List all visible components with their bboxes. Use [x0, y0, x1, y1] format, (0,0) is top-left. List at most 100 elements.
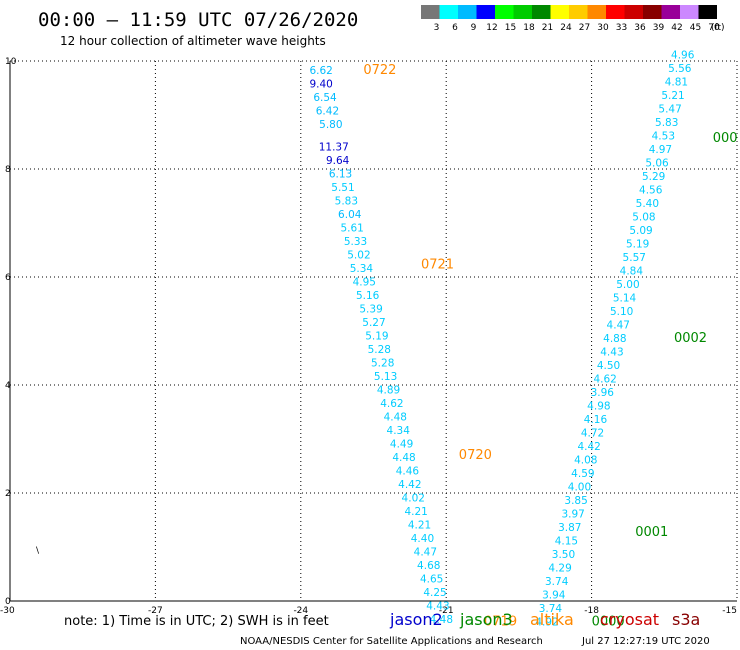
satellite-label: jason3	[459, 610, 513, 629]
legend-label: 36	[634, 23, 646, 33]
swh-point: 5.27	[362, 317, 385, 329]
swh-point: 3.74	[545, 576, 569, 588]
swh-point: 4.50	[597, 360, 620, 372]
satellite-label: s3a	[672, 610, 700, 629]
swh-point: 9.40	[309, 78, 332, 90]
swh-point: 4.29	[548, 562, 571, 574]
swh-point: 4.21	[408, 520, 431, 532]
chart-subtitle: 12 hour collection of altimeter wave hei…	[60, 34, 326, 48]
swh-point: 4.59	[571, 468, 594, 480]
swh-point: 4.53	[652, 130, 675, 142]
swh-point: 4.84	[620, 265, 644, 277]
swh-point: 6.13	[329, 169, 352, 181]
swh-point: 5.02	[347, 250, 370, 262]
swh-point: 5.06	[645, 157, 669, 169]
legend-swatch	[624, 5, 643, 19]
legend-label: 9	[471, 23, 477, 33]
y-tick-label: 2	[5, 489, 11, 499]
legend-label: 70	[708, 23, 720, 33]
swh-point: 3.50	[552, 549, 575, 561]
swh-point: 4.56	[639, 184, 663, 196]
swh-point: 5.10	[610, 306, 633, 318]
x-tick-label: -18	[584, 606, 599, 616]
swh-point: 4.15	[555, 535, 578, 547]
swh-point: 4.72	[581, 427, 604, 439]
plot-grid	[9, 60, 738, 602]
time-label: 0000	[592, 614, 625, 629]
swh-point: 4.47	[414, 547, 437, 559]
swh-point: 4.42	[398, 479, 421, 491]
swh-point: 5.57	[623, 252, 646, 264]
swh-point: 4.46	[396, 466, 420, 478]
legend-swatch	[550, 5, 569, 19]
swh-point: 6.54	[313, 92, 337, 104]
swh-point: 4.48	[392, 452, 415, 464]
legend-label: 21	[542, 23, 553, 33]
swh-point: 4.98	[587, 400, 610, 412]
swh-point: 4.65	[420, 574, 443, 586]
y-tick-label: 10	[5, 57, 17, 67]
swh-point: 6.04	[338, 209, 362, 221]
swh-point: 5.08	[632, 211, 655, 223]
x-tick-label: -24	[293, 606, 308, 616]
swh-point: 4.49	[390, 439, 413, 451]
time-labels: 0722 0721 0720 0719 0000 0001 0002 000	[363, 63, 737, 629]
time-label: 0001	[635, 525, 668, 540]
legend-label: 18	[523, 23, 535, 33]
swh-point: 5.21	[661, 90, 684, 102]
legend-swatch	[458, 5, 477, 19]
swh-point: 6.42	[316, 105, 339, 117]
satellite-label: altika	[530, 610, 574, 629]
x-tick-label: -15	[722, 606, 737, 616]
swh-point: 5.40	[636, 198, 659, 210]
legend-label: 42	[671, 23, 682, 33]
swh-point: 4.08	[574, 454, 597, 466]
swh-point: 4.02	[402, 493, 425, 505]
swh-point: 4.43	[426, 601, 449, 613]
swh-point: 5.19	[365, 331, 388, 343]
y-tick-label: 6	[5, 273, 11, 283]
x-tick-label: -30	[0, 606, 15, 616]
swh-point: 5.19	[626, 238, 649, 250]
legend-swatch	[587, 5, 606, 19]
legend-swatch	[439, 5, 458, 19]
swh-point: 3.87	[558, 522, 581, 534]
swh-point: 5.33	[344, 236, 367, 248]
legend-label: 30	[597, 23, 609, 33]
swh-point: 5.47	[658, 103, 681, 115]
swh-point: 3.97	[561, 508, 584, 520]
legend-swatch	[476, 5, 495, 19]
legend-swatch	[643, 5, 662, 19]
satellite-label: cryosat	[600, 610, 659, 629]
swh-point: 4.21	[404, 506, 427, 518]
data-points: 6.629.40 6.546.42 5.80 11.379.64 6.135.51 5.8…	[309, 49, 694, 628]
swh-point: 4.97	[649, 144, 672, 156]
time-label: 0722	[363, 63, 396, 78]
footer-credit: NOAA/NESDIS Center for Satellite Applica…	[240, 636, 543, 647]
swh-point: 9.64	[326, 155, 350, 167]
time-label: 0719	[484, 614, 517, 629]
swh-point: 5.28	[371, 358, 394, 370]
swh-point: 5.61	[340, 223, 363, 235]
swh-point: 4.25	[423, 587, 446, 599]
swh-point: 6.62	[309, 65, 332, 77]
legend-swatch	[606, 5, 625, 19]
legend-label: 6	[452, 23, 458, 33]
swh-point: 5.00	[616, 279, 639, 291]
swh-point: 5.34	[350, 263, 374, 275]
swh-point: 4.89	[377, 385, 400, 397]
swh-point: 4.16	[584, 414, 608, 426]
time-label: 0720	[459, 448, 492, 463]
swh-point: 3.74	[539, 603, 563, 615]
swh-point: 3.96	[591, 387, 615, 399]
swh-point: 4.40	[411, 533, 434, 545]
swh-point: 4.42	[577, 441, 600, 453]
legend-label: 33	[616, 23, 627, 33]
legend-swatch	[569, 5, 588, 19]
footer-note: note: 1) Time is in UTC; 2) SWH is in fe…	[64, 614, 329, 629]
legend-label: 45	[690, 23, 701, 33]
swh-point: 5.09	[629, 225, 652, 237]
swh-point: 11.37	[319, 142, 349, 154]
axis-ticks: -30 -27 -24 -21 -18 -15 0 2 4 6 8 10	[0, 57, 737, 616]
